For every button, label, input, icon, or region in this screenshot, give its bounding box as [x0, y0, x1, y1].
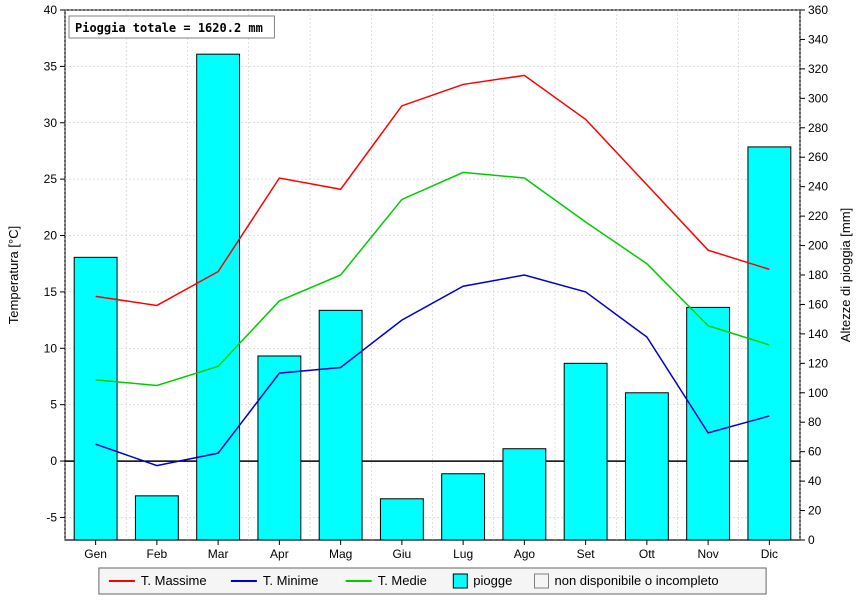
- x-tick-label: Feb: [147, 547, 168, 561]
- yright-tick-label: 360: [808, 3, 828, 17]
- yright-tick-label: 300: [808, 91, 828, 105]
- x-tick-label: Lug: [453, 547, 473, 561]
- x-tick-label: Giu: [393, 547, 412, 561]
- yright-tick-label: 200: [808, 239, 828, 253]
- x-tick-label: Set: [577, 547, 596, 561]
- x-tick-label: Gen: [84, 547, 107, 561]
- yleft-tick-label: 35: [44, 59, 58, 73]
- yright-tick-label: 160: [808, 297, 828, 311]
- yleft-tick-label: 25: [44, 172, 58, 186]
- yright-tick-label: 340: [808, 32, 828, 46]
- yright-tick-label: 280: [808, 121, 828, 135]
- yright-axis-title: Altezze di pioggia [mm]: [838, 208, 853, 342]
- legend-label: T. Massime: [141, 573, 207, 588]
- rain-bar: [442, 474, 485, 540]
- yleft-tick-label: 0: [50, 454, 57, 468]
- yright-tick-label: 320: [808, 62, 828, 76]
- x-tick-label: Nov: [697, 547, 718, 561]
- climate-chart: -5 0 5 10 15 20 25 30 35 40 Temperatura [°C] 0 20 40 6…: [0, 0, 865, 600]
- rain-bar: [74, 257, 117, 540]
- legend-label: non disponibile o incompleto: [555, 573, 719, 588]
- legend-label: T. Minime: [263, 573, 319, 588]
- legend-label: T. Medie: [378, 573, 427, 588]
- x-tick-label: Mar: [208, 547, 229, 561]
- rain-bar: [625, 393, 668, 540]
- yright-tick-label: 20: [808, 504, 822, 518]
- yright-tick-label: 0: [808, 533, 815, 547]
- yright-tick-label: 140: [808, 327, 828, 341]
- rain-bar: [503, 449, 546, 540]
- rain-bar: [564, 363, 607, 540]
- yright-tick-label: 80: [808, 415, 822, 429]
- annotation-text: Pioggia totale = 1620.2 mm: [75, 21, 263, 35]
- legend-swatch-box: [453, 574, 467, 588]
- x-tick-label: Ago: [514, 547, 536, 561]
- yright-tick-label: 60: [808, 445, 822, 459]
- rain-bar: [135, 496, 178, 540]
- yleft-tick-label: 40: [44, 3, 58, 17]
- yleft-tick-label: -5: [46, 510, 57, 524]
- x-tick-label: Ott: [639, 547, 656, 561]
- yright-tick-label: 260: [808, 150, 828, 164]
- yright-tick-label: 40: [808, 474, 822, 488]
- yleft-axis-title: Temperatura [°C]: [6, 226, 21, 324]
- yleft-tick-label: 15: [44, 285, 58, 299]
- yright-tick-label: 100: [808, 386, 828, 400]
- rain-bar: [319, 310, 362, 540]
- rain-bar: [197, 54, 240, 540]
- yright-tick-label: 220: [808, 209, 828, 223]
- legend-label: piogge: [473, 573, 512, 588]
- rain-bar: [748, 147, 791, 540]
- yleft-tick-label: 10: [44, 341, 58, 355]
- yright-tick-label: 120: [808, 356, 828, 370]
- yright-tick-label: 180: [808, 268, 828, 282]
- rain-bar: [687, 307, 730, 540]
- rain-bar: [380, 499, 423, 540]
- x-tick-label: Mag: [329, 547, 352, 561]
- yleft-tick-label: 5: [50, 398, 57, 412]
- legend: T. Massime T. Minime T. Medie piogge non dis…: [99, 568, 766, 594]
- yright-tick-label: 240: [808, 180, 828, 194]
- rain-bar: [258, 356, 301, 540]
- yleft-tick-label: 30: [44, 116, 58, 130]
- x-tick-label: Apr: [270, 547, 289, 561]
- x-tick-label: Dic: [761, 547, 778, 561]
- yleft-tick-label: 20: [44, 229, 58, 243]
